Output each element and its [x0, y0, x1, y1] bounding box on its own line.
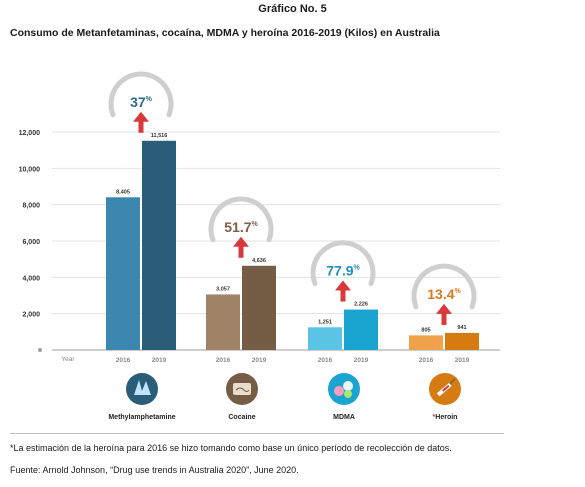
data-label-2019: 2,226: [354, 302, 368, 308]
y-tick-label: 12,000: [19, 130, 41, 137]
percent-change-badge: 77.9%: [310, 240, 376, 302]
up-arrow-head: [133, 111, 149, 122]
badge-ring: [208, 196, 274, 243]
y-tick-label: 4,000: [22, 275, 40, 282]
data-label-2016: 3,057: [216, 286, 230, 292]
bar-cocaine-2019: [242, 265, 276, 350]
percent-change-label: 77.9%: [326, 263, 360, 279]
percent-change-label: 37%: [130, 94, 153, 110]
syringe-needle: [449, 378, 456, 385]
year-tick-label: 2019: [252, 357, 267, 364]
year-tick-label: 2016: [318, 357, 333, 364]
badge-ring: [108, 71, 174, 118]
crystal-shape: [134, 380, 151, 395]
footnote-divider: [10, 433, 504, 434]
up-arrow-head: [436, 303, 452, 314]
data-label-2019: 4,636: [252, 258, 266, 264]
up-arrow-head: [233, 236, 249, 247]
footnote: *La estimación de la heroína para 2016 s…: [10, 443, 452, 453]
category-label: MDMA: [333, 414, 355, 421]
bar-heroin-2016: [409, 335, 443, 350]
data-label-2019: 941: [457, 325, 466, 331]
powder-line: [235, 387, 250, 392]
category-label: *Heroin: [433, 414, 458, 421]
up-arrow-shaft: [238, 243, 244, 258]
percent-change-label: 13.4%: [427, 286, 461, 302]
percent-change-badge: 51.7%: [208, 196, 274, 258]
badge-ring: [310, 240, 376, 287]
percent-change-badge: 37%: [108, 71, 174, 133]
year-tick-label: 2016: [419, 357, 434, 364]
y-tick-label: 6,000: [22, 239, 40, 246]
up-arrow-head: [335, 280, 351, 291]
crystal-icon: [126, 373, 158, 405]
data-label-2019: 11,516: [151, 133, 168, 139]
chart-title: Consumo de Metanfetaminas, cocaína, MDMA…: [10, 27, 440, 39]
year-tick-label: 2019: [152, 357, 167, 364]
y-tick-label: 8,000: [22, 203, 40, 210]
category-label: Cocaine: [228, 414, 255, 421]
header-title: Gráfico No. 5: [258, 3, 327, 15]
pill-shape: [343, 381, 353, 391]
category-label: Methylamphetamine: [108, 414, 175, 421]
data-label-2016: 1,251: [318, 319, 332, 325]
year-tick-label: 2019: [455, 357, 470, 364]
up-arrow-shaft: [138, 118, 144, 133]
bar-mdma-2019: [344, 309, 378, 350]
up-arrow-shaft: [340, 287, 346, 302]
year-tick-label: 2019: [354, 357, 369, 364]
year-tick-label: 2016: [216, 357, 231, 364]
syringe-fluid: [442, 385, 450, 392]
year-tick-label: 2016: [116, 357, 131, 364]
bar-heroin-2019: [445, 332, 479, 350]
pill-shape: [344, 390, 352, 398]
bar-meth-2016: [106, 197, 140, 350]
bar-mdma-2016: [308, 327, 342, 350]
axis-origin-dot: [38, 348, 42, 352]
x-axis-label: Year: [61, 356, 75, 363]
percent-change-label: 51.7%: [224, 219, 258, 235]
bar-cocaine-2016: [206, 294, 240, 350]
data-label-2016: 805: [421, 327, 430, 333]
up-arrow-shaft: [441, 310, 447, 325]
percent-change-badge: 13.4%: [411, 263, 477, 325]
y-tick-label: 10,000: [19, 166, 41, 173]
pill-shape: [334, 386, 344, 396]
badge-ring: [411, 263, 477, 310]
source-note: Fuente: Arnold Johnson, “Drug use trends…: [10, 465, 299, 475]
drug-consumption-chart: 2,000 4,000 6,000 8,000 10,000 12,000 Year 8,40…: [19, 71, 500, 421]
y-tick-label: 2,000: [22, 312, 40, 319]
data-label-2016: 8,405: [116, 189, 130, 195]
bar-meth-2019: [142, 140, 176, 350]
